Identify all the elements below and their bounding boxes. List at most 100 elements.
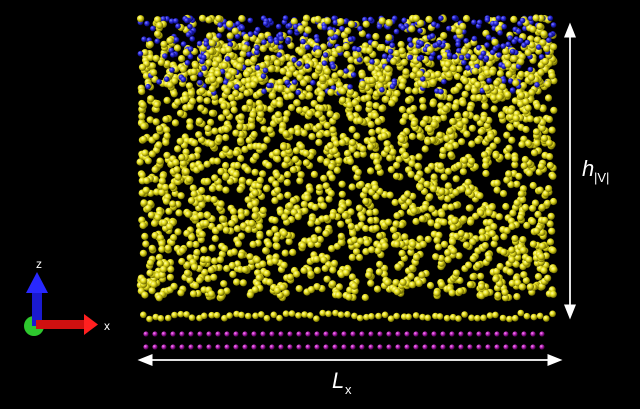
liquid-atom	[320, 256, 327, 263]
substrate-atom	[233, 331, 238, 336]
liquid-atom	[327, 142, 334, 149]
liquid-atom	[190, 290, 197, 297]
liquid-atom	[512, 315, 519, 322]
solute-atom	[184, 18, 190, 24]
liquid-atom	[444, 195, 451, 202]
solute-atom	[173, 18, 179, 24]
liquid-atom	[148, 212, 155, 219]
solute-atom	[305, 45, 311, 51]
liquid-atom	[545, 94, 552, 101]
liquid-atom	[505, 145, 512, 152]
liquid-atom	[303, 150, 310, 157]
liquid-atom	[267, 126, 274, 133]
liquid-atom	[220, 280, 227, 287]
liquid-atom	[522, 126, 529, 133]
liquid-atom	[252, 200, 259, 207]
solute-atom	[217, 22, 223, 28]
liquid-atom	[500, 315, 507, 322]
liquid-atom	[379, 44, 386, 51]
liquid-atom	[322, 265, 329, 272]
liquid-atom	[206, 32, 213, 39]
liquid-atom	[164, 132, 171, 139]
liquid-atom	[515, 173, 522, 180]
liquid-atom	[413, 254, 420, 261]
liquid-atom	[170, 234, 177, 241]
substrate-atom	[449, 331, 454, 336]
liquid-atom	[236, 123, 243, 130]
liquid-atom	[191, 264, 198, 271]
liquid-atom	[463, 131, 470, 138]
liquid-atom	[164, 245, 171, 252]
x-axis-arrow	[36, 320, 86, 329]
liquid-atom	[280, 143, 287, 150]
liquid-atom	[405, 87, 412, 94]
solute-atom	[356, 47, 362, 53]
liquid-atom	[478, 283, 485, 290]
solute-atom	[292, 57, 298, 63]
liquid-atom	[507, 124, 514, 131]
liquid-atom	[490, 94, 497, 101]
liquid-atom	[189, 314, 196, 321]
liquid-atom	[400, 279, 407, 286]
liquid-atom	[147, 259, 154, 266]
liquid-atom	[254, 256, 261, 263]
liquid-atom	[308, 133, 315, 140]
liquid-atom	[140, 199, 147, 206]
liquid-atom	[264, 315, 271, 322]
substrate-atom	[242, 344, 247, 349]
liquid-atom	[358, 181, 365, 188]
liquid-atom	[453, 270, 460, 277]
liquid-atom	[221, 62, 228, 69]
substrate-atom	[215, 344, 220, 349]
liquid-atom	[163, 126, 170, 133]
solute-atom	[390, 84, 396, 90]
liquid-atom	[186, 277, 193, 284]
liquid-atom	[307, 220, 314, 227]
liquid-atom	[518, 310, 525, 317]
liquid-atom	[437, 162, 444, 169]
liquid-atom	[177, 138, 184, 145]
liquid-atom	[222, 162, 229, 169]
liquid-atom	[518, 71, 525, 78]
liquid-atom	[227, 81, 234, 88]
liquid-atom	[217, 256, 224, 263]
liquid-atom	[336, 46, 343, 53]
liquid-atom	[373, 225, 380, 232]
liquid-atom	[525, 104, 532, 111]
liquid-atom	[363, 21, 370, 28]
liquid-atom	[482, 170, 489, 177]
solute-atom	[246, 52, 252, 58]
liquid-atom	[140, 123, 147, 130]
substrate-atom	[188, 344, 193, 349]
liquid-atom	[228, 220, 235, 227]
liquid-atom	[284, 171, 291, 178]
liquid-atom	[276, 101, 283, 108]
liquid-atom	[244, 167, 251, 174]
liquid-atom	[494, 292, 501, 299]
liquid-atom	[470, 273, 477, 280]
liquid-atom	[493, 79, 500, 86]
liquid-atom	[539, 242, 546, 249]
liquid-atom	[329, 280, 336, 287]
liquid-atom	[212, 235, 219, 242]
liquid-atom	[152, 166, 159, 173]
solute-atom	[382, 53, 388, 59]
solute-atom	[203, 41, 209, 47]
solute-atom	[516, 29, 522, 35]
liquid-atom	[324, 68, 331, 75]
solute-atom	[461, 60, 467, 66]
liquid-atom	[180, 66, 187, 73]
liquid-atom	[236, 63, 243, 70]
liquid-atom	[238, 252, 245, 259]
liquid-atom	[177, 110, 184, 117]
liquid-atom	[139, 101, 146, 108]
liquid-atom	[393, 313, 400, 320]
liquid-atom	[222, 134, 229, 141]
liquid-atom	[164, 97, 171, 104]
liquid-atom	[216, 224, 223, 231]
liquid-atom	[301, 207, 308, 214]
liquid-atom	[199, 15, 206, 22]
liquid-atom	[284, 192, 291, 199]
liquid-atom	[219, 215, 226, 222]
liquid-atom	[207, 119, 214, 126]
